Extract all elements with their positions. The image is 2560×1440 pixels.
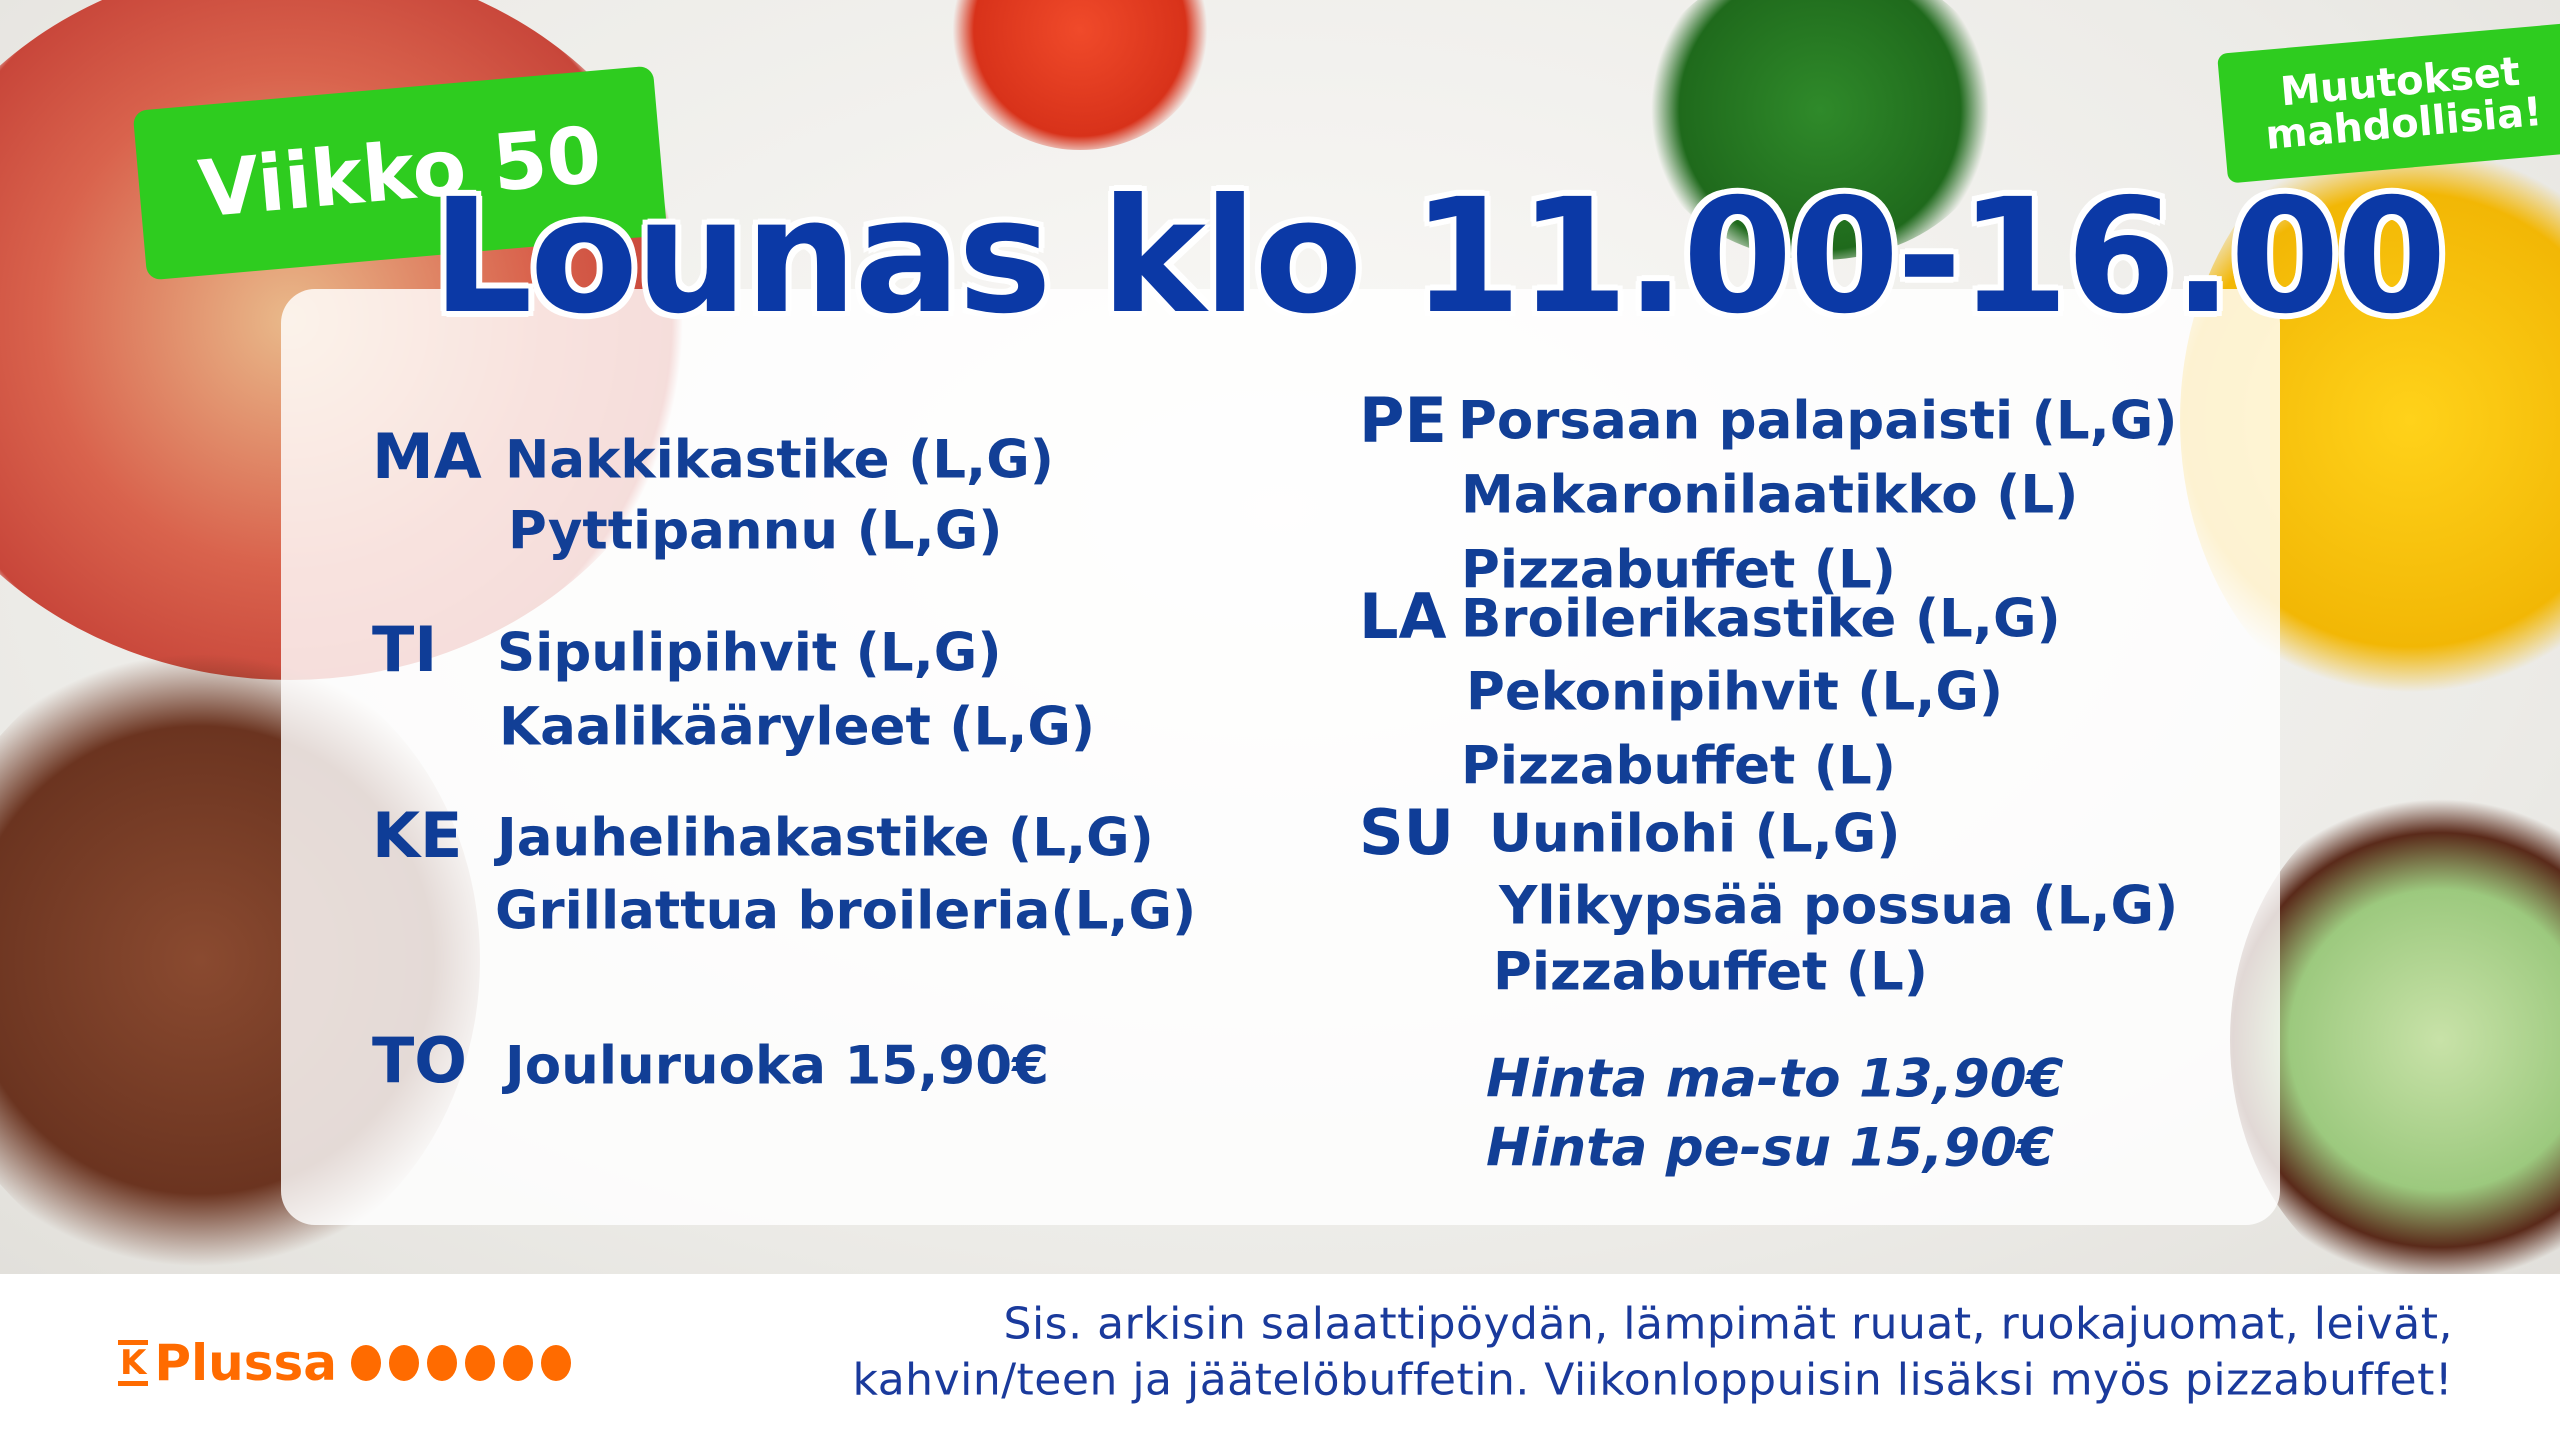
price-weekday: Hinta ma-to 13,90€ bbox=[1486, 1048, 2064, 1110]
menu-item: Kaalikääryleet (L,G) bbox=[499, 696, 1096, 758]
day-label-ke: KE bbox=[372, 799, 463, 872]
footer-text-line2: kahvin/teen ja jäätelöbuffetin. Viikonlo… bbox=[852, 1354, 2453, 1406]
day-label-la: LA bbox=[1359, 580, 1447, 653]
menu-item: Pizzabuffet (L) bbox=[1461, 539, 1897, 601]
day-label-pe: PE bbox=[1359, 384, 1447, 457]
tomato-image bbox=[950, 0, 1210, 150]
menu-item: Pekonipihvit (L,G) bbox=[1466, 661, 2004, 723]
menu-item: Jauhelihakastike (L,G) bbox=[497, 807, 1154, 869]
menu-item: Nakkikastike (L,G) bbox=[505, 429, 1054, 491]
menu-item: Uunilohi (L,G) bbox=[1489, 803, 1901, 865]
footer-text-line1: Sis. arkisin salaattipöydän, lämpimät ru… bbox=[1003, 1298, 2453, 1350]
ice-cream-image bbox=[2230, 780, 2560, 1274]
menu-item: Grillattua broileria(L,G) bbox=[495, 880, 1197, 942]
day-label-ti: TI bbox=[372, 613, 438, 686]
day-label-to: TO bbox=[372, 1024, 467, 1097]
menu-item: Makaronilaatikko (L) bbox=[1461, 464, 2079, 526]
day-label-ma: MA bbox=[372, 420, 482, 493]
leaf-image bbox=[1640, 0, 2000, 260]
logo-text: Plussa bbox=[154, 1334, 338, 1392]
day-label-su: SU bbox=[1359, 796, 1454, 869]
menu-item: Pizzabuffet (L) bbox=[1461, 735, 1897, 797]
menu-panel bbox=[281, 289, 2280, 1225]
k-logo-icon: K bbox=[118, 1340, 149, 1386]
page-title: Lounas klo 11.00-16.00 bbox=[432, 165, 2447, 349]
menu-item: Ylikypsää possua (L,G) bbox=[1499, 875, 2179, 937]
menu-item: Pizzabuffet (L) bbox=[1493, 941, 1929, 1003]
plussa-logo: K Plussa bbox=[118, 1334, 572, 1392]
price-weekend: Hinta pe-su 15,90€ bbox=[1486, 1117, 2054, 1179]
dots-icon bbox=[351, 1345, 572, 1381]
menu-item: Jouluruoka 15,90€ bbox=[505, 1035, 1050, 1097]
menu-item: Porsaan palapaisti (L,G) bbox=[1458, 390, 2178, 452]
menu-item: Broilerikastike (L,G) bbox=[1461, 588, 2061, 650]
menu-item: Pyttipannu (L,G) bbox=[508, 500, 1003, 562]
footer bbox=[0, 1274, 2560, 1440]
menu-item: Sipulipihvit (L,G) bbox=[497, 622, 1002, 684]
